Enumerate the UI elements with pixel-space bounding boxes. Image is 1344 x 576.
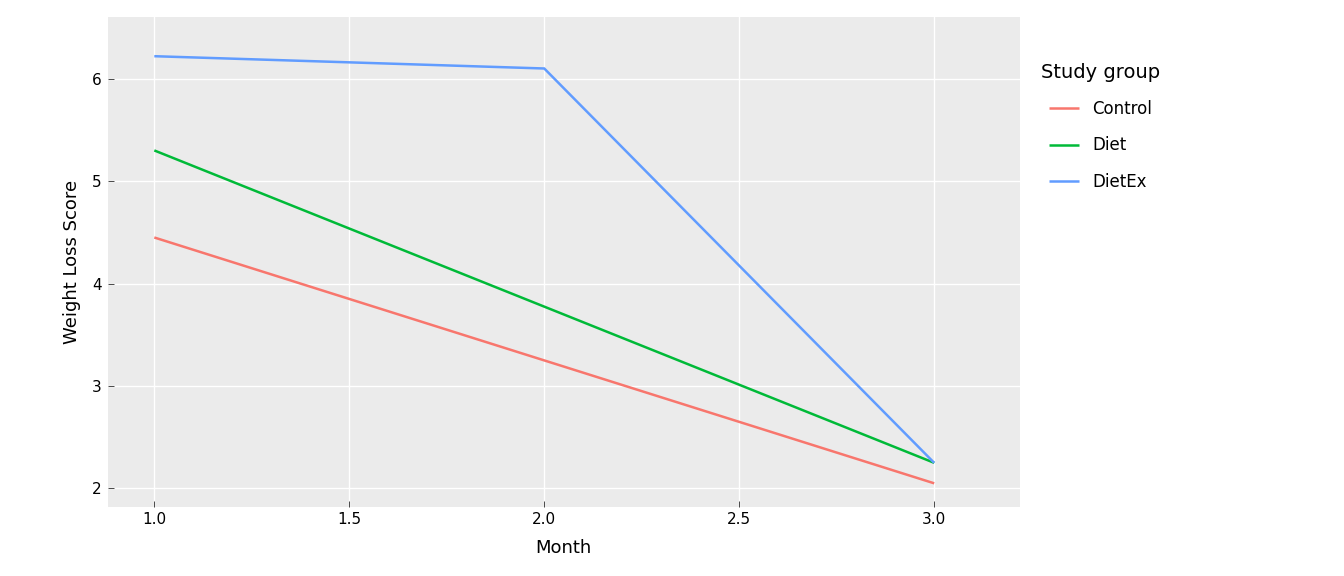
X-axis label: Month: Month [536,539,591,556]
DietEx [536,65,552,72]
DietEx [926,460,942,467]
DietEx [146,53,163,60]
Line: DietEx: DietEx [155,56,934,463]
Y-axis label: Weight Loss Score: Weight Loss Score [63,180,81,344]
Legend: Control, Diet, DietEx: Control, Diet, DietEx [1032,54,1168,199]
